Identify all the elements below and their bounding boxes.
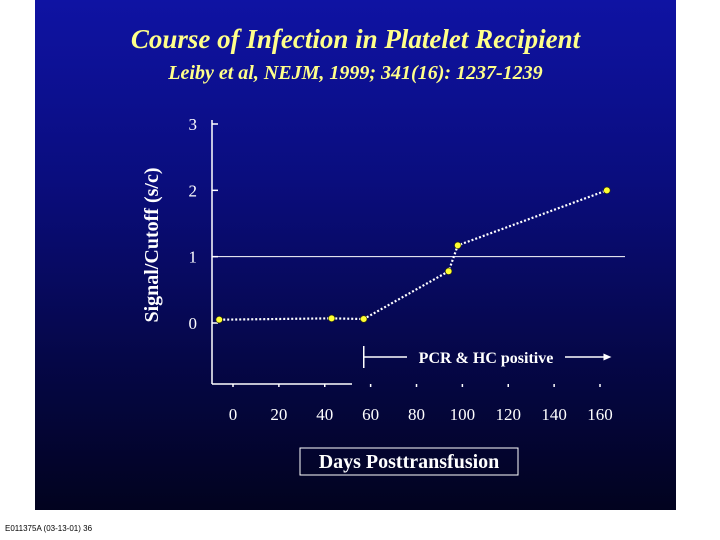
y-tick-label: 2 [189,181,198,200]
x-tick-label: 120 [496,405,522,424]
x-tick-label: 0 [229,405,238,424]
x-axis-label: Days Posttransfusion [319,451,500,473]
annotation-label: PCR & HC positive [419,350,554,367]
x-tick-label: 160 [587,405,613,424]
y-tick-label: 3 [189,115,198,134]
slide-background [35,0,676,510]
x-tick-label: 140 [541,405,567,424]
data-point [215,316,223,324]
y-tick-label: 0 [189,314,198,333]
slide-title: Course of Infection in Platelet Recipien… [130,24,581,54]
y-axis-label: Signal/Cutoff (s/c) [141,168,163,323]
x-tick-label: 60 [362,405,379,424]
annotation-arrowhead [603,353,612,361]
x-tick-label: 40 [316,405,333,424]
data-point [328,314,336,322]
data-point [445,267,453,275]
data-point [603,186,611,194]
x-tick-label: 20 [270,405,287,424]
series-line [219,189,608,321]
slide-footer-code: E011375A (03-13-01) 36 [5,524,93,533]
data-point [360,315,368,323]
data-point [454,241,462,249]
x-tick-label: 80 [408,405,425,424]
x-tick-label: 100 [450,405,476,424]
y-tick-label: 1 [189,248,198,267]
x-axis-label-box [299,447,519,476]
slide-subtitle: Leiby et al, NEJM, 1999; 341(16): 1237-1… [168,62,543,84]
